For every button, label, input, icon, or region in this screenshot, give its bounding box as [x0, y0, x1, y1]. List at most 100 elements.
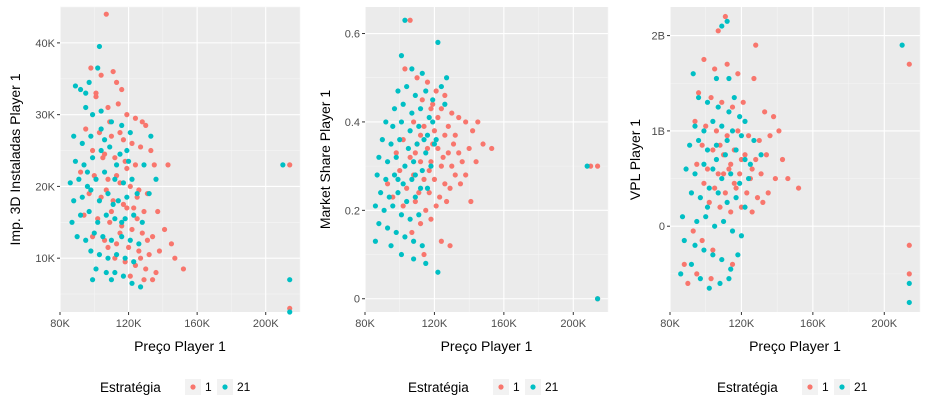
data-point — [445, 150, 451, 156]
data-point — [108, 277, 115, 283]
x-axis-title: Preço Player 1 — [134, 338, 226, 354]
legend-key-21 — [530, 384, 536, 390]
data-point — [694, 161, 700, 167]
data-point — [729, 128, 736, 134]
data-point — [119, 223, 125, 229]
data-point — [129, 140, 135, 146]
data-point — [424, 185, 431, 191]
data-point — [93, 94, 99, 100]
data-point — [83, 104, 89, 111]
x-axis-title: Preço Player 1 — [441, 338, 533, 354]
x-tick-label: 80K — [50, 318, 70, 330]
data-point — [742, 152, 748, 158]
data-point — [137, 255, 144, 261]
data-point — [93, 176, 99, 182]
data-point — [449, 110, 455, 116]
data-point — [754, 195, 761, 201]
data-point — [388, 141, 394, 147]
y-tick-label: 30K — [35, 110, 55, 122]
data-point — [457, 181, 464, 187]
data-point — [100, 155, 106, 161]
data-point — [416, 212, 422, 218]
data-point — [701, 161, 707, 167]
data-point — [417, 159, 424, 165]
data-point — [423, 207, 429, 213]
data-point — [906, 280, 912, 287]
data-point — [83, 237, 89, 243]
data-point — [391, 106, 398, 112]
data-point — [105, 190, 111, 197]
data-point — [428, 216, 434, 222]
data-point — [411, 238, 417, 244]
data-point — [374, 172, 380, 178]
data-point — [393, 229, 399, 236]
data-point — [76, 176, 82, 182]
data-point — [906, 299, 912, 306]
data-point — [88, 248, 94, 254]
data-point — [137, 144, 144, 150]
data-point — [395, 190, 401, 196]
data-point — [146, 251, 152, 258]
data-point — [795, 185, 802, 191]
data-point — [412, 198, 418, 205]
data-point — [438, 238, 444, 244]
data-point — [120, 180, 127, 186]
data-point — [395, 176, 401, 182]
data-point — [433, 88, 439, 94]
data-point — [419, 243, 425, 249]
data-point — [724, 18, 730, 24]
data-point — [112, 269, 118, 276]
series-1 — [77, 11, 293, 312]
data-point — [388, 243, 394, 249]
data-point — [115, 101, 121, 107]
data-point — [124, 147, 130, 154]
data-point — [735, 71, 741, 77]
data-point — [119, 122, 125, 129]
data-point — [719, 123, 725, 129]
legend-title: Estratégia — [717, 380, 778, 395]
data-point — [105, 176, 111, 182]
data-point — [430, 97, 436, 103]
data-point — [136, 248, 142, 254]
data-point — [402, 66, 408, 72]
data-point — [428, 106, 434, 112]
data-point — [729, 228, 736, 234]
data-point — [71, 198, 77, 204]
data-point — [426, 114, 432, 121]
legend-key-1 — [190, 384, 196, 390]
data-point — [86, 79, 92, 85]
data-point — [594, 163, 601, 169]
data-point — [703, 123, 709, 129]
x-tick-label: 200K — [871, 318, 897, 330]
data-point — [398, 212, 405, 218]
data-point — [449, 163, 455, 169]
data-point — [681, 237, 687, 244]
data-point — [751, 137, 757, 144]
data-point — [722, 190, 728, 196]
data-point — [136, 241, 142, 247]
data-point — [694, 218, 700, 225]
data-point — [683, 166, 689, 172]
data-point — [134, 194, 140, 200]
data-point — [384, 159, 391, 165]
data-point — [713, 128, 720, 134]
data-point — [424, 79, 431, 85]
y-axis-title: Market Share Player 1 — [317, 90, 333, 229]
data-point — [724, 199, 730, 205]
data-point — [452, 172, 458, 178]
data-point — [77, 86, 84, 93]
data-point — [763, 152, 770, 158]
data-point — [149, 234, 156, 240]
data-point — [141, 162, 147, 168]
data-point — [79, 140, 85, 146]
data-point — [379, 137, 385, 143]
legend-key-21 — [222, 384, 228, 390]
data-point — [751, 75, 757, 82]
data-point — [105, 104, 111, 111]
data-point — [713, 75, 720, 82]
data-point — [122, 255, 128, 261]
data-point — [710, 166, 716, 172]
data-point — [690, 228, 696, 234]
data-point — [402, 163, 408, 169]
data-point — [447, 243, 453, 249]
